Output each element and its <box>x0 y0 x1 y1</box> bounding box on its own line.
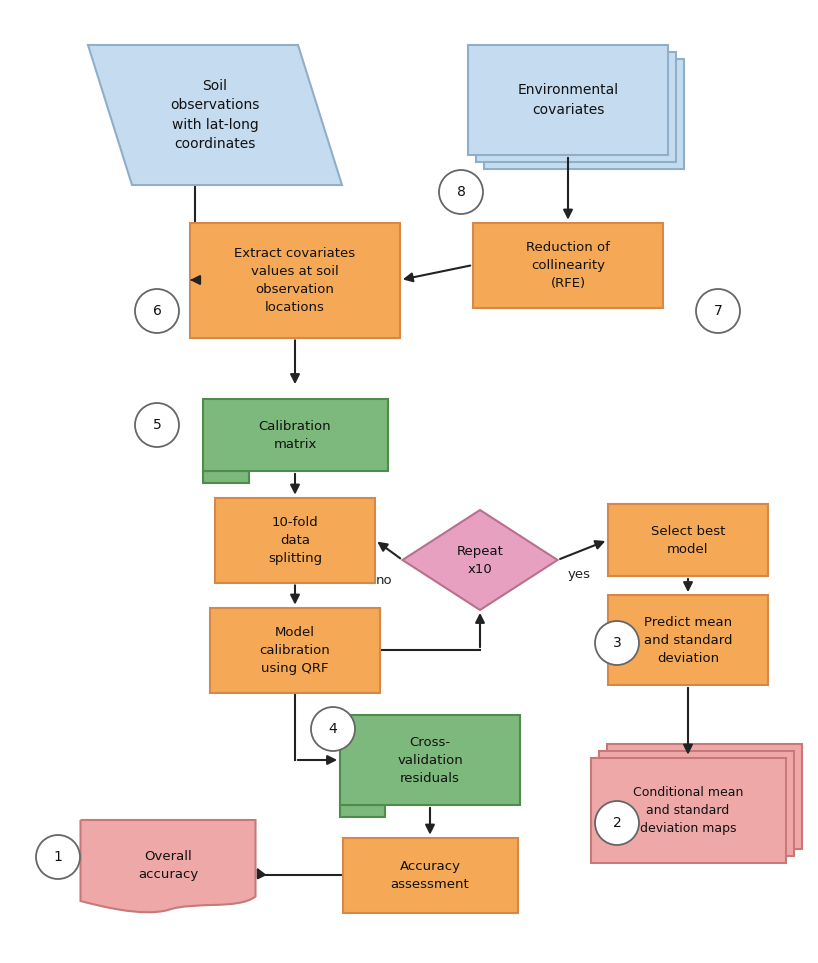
Text: Accuracy
assessment: Accuracy assessment <box>391 860 470 891</box>
Circle shape <box>36 835 80 879</box>
Text: Cross-
validation
residuals: Cross- validation residuals <box>397 736 463 785</box>
Circle shape <box>135 403 179 447</box>
Text: 3: 3 <box>613 636 622 650</box>
Text: 6: 6 <box>153 304 161 318</box>
Text: yes: yes <box>568 567 591 581</box>
Text: 7: 7 <box>713 304 722 318</box>
Circle shape <box>311 707 355 751</box>
Text: Environmental
covariates: Environmental covariates <box>518 83 618 117</box>
FancyBboxPatch shape <box>190 222 400 337</box>
Text: Calibration
matrix: Calibration matrix <box>258 420 331 451</box>
Text: Reduction of
collinearity
(RFE): Reduction of collinearity (RFE) <box>526 241 610 290</box>
FancyBboxPatch shape <box>203 399 388 471</box>
FancyBboxPatch shape <box>608 504 768 576</box>
Polygon shape <box>88 45 342 185</box>
Text: 10-fold
data
splitting: 10-fold data splitting <box>268 515 322 564</box>
Polygon shape <box>402 510 558 610</box>
Text: Extract covariates
values at soil
observation
locations: Extract covariates values at soil observ… <box>235 247 356 314</box>
Text: Predict mean
and standard
deviation: Predict mean and standard deviation <box>644 615 732 664</box>
FancyBboxPatch shape <box>608 595 768 685</box>
FancyBboxPatch shape <box>591 758 785 863</box>
Text: Conditional mean
and standard
deviation maps: Conditional mean and standard deviation … <box>633 786 744 835</box>
FancyBboxPatch shape <box>210 608 380 692</box>
PathPatch shape <box>80 820 255 912</box>
Text: no: no <box>376 574 393 586</box>
FancyBboxPatch shape <box>599 750 793 855</box>
FancyBboxPatch shape <box>343 838 518 913</box>
Circle shape <box>135 289 179 333</box>
Circle shape <box>595 621 639 665</box>
FancyBboxPatch shape <box>340 715 520 805</box>
Text: 1: 1 <box>53 850 62 864</box>
FancyBboxPatch shape <box>468 45 668 155</box>
Circle shape <box>439 170 483 214</box>
FancyBboxPatch shape <box>215 498 375 583</box>
Circle shape <box>696 289 740 333</box>
FancyBboxPatch shape <box>473 222 663 307</box>
Circle shape <box>595 801 639 845</box>
FancyBboxPatch shape <box>476 52 676 162</box>
FancyBboxPatch shape <box>340 805 385 817</box>
FancyBboxPatch shape <box>203 471 249 483</box>
Text: Select best
model: Select best model <box>651 525 726 556</box>
Text: 4: 4 <box>329 722 337 736</box>
Text: 2: 2 <box>613 816 622 830</box>
Text: Overall
accuracy: Overall accuracy <box>138 849 198 880</box>
Text: Repeat
x10: Repeat x10 <box>456 544 503 576</box>
Text: Soil
observations
with lat-long
coordinates: Soil observations with lat-long coordina… <box>170 79 259 151</box>
Text: Model
calibration
using QRF: Model calibration using QRF <box>259 626 330 674</box>
FancyBboxPatch shape <box>484 59 684 169</box>
Text: 5: 5 <box>153 418 161 432</box>
Text: 8: 8 <box>456 185 465 199</box>
FancyBboxPatch shape <box>606 743 802 848</box>
